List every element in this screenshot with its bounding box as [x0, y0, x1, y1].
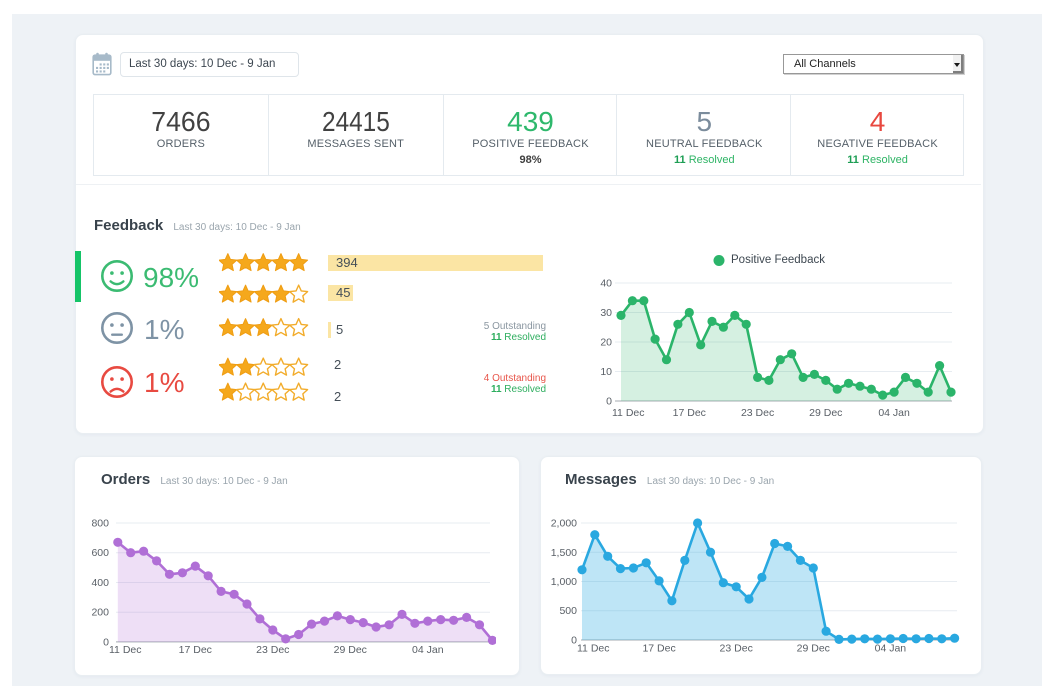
svg-text:1,000: 1,000 [551, 576, 577, 588]
svg-text:29 Dec: 29 Dec [334, 643, 367, 655]
svg-text:23 Dec: 23 Dec [741, 407, 774, 419]
svg-text:2,000: 2,000 [551, 518, 577, 530]
svg-text:1,500: 1,500 [551, 547, 577, 559]
svg-text:0: 0 [606, 396, 612, 408]
svg-text:11 Dec: 11 Dec [109, 643, 142, 655]
svg-text:30: 30 [600, 307, 612, 319]
svg-text:400: 400 [91, 577, 109, 589]
svg-text:29 Dec: 29 Dec [809, 407, 842, 419]
svg-text:10: 10 [600, 366, 612, 378]
svg-text:04 Jan: 04 Jan [412, 643, 444, 655]
svg-text:0: 0 [103, 636, 109, 648]
svg-text:04 Jan: 04 Jan [878, 407, 910, 419]
svg-text:17 Dec: 17 Dec [642, 643, 675, 655]
svg-text:600: 600 [91, 547, 109, 559]
svg-text:17 Dec: 17 Dec [673, 407, 706, 419]
svg-text:23 Dec: 23 Dec [720, 643, 753, 655]
svg-text:11 Dec: 11 Dec [612, 407, 645, 419]
svg-text:40: 40 [600, 278, 612, 290]
svg-text:0: 0 [571, 635, 577, 647]
svg-text:29 Dec: 29 Dec [797, 643, 830, 655]
svg-text:11 Dec: 11 Dec [577, 643, 610, 655]
svg-text:800: 800 [91, 517, 109, 529]
svg-text:20: 20 [600, 337, 612, 349]
svg-text:04 Jan: 04 Jan [875, 643, 907, 655]
svg-text:200: 200 [91, 606, 109, 618]
svg-text:23 Dec: 23 Dec [256, 643, 289, 655]
svg-text:500: 500 [559, 605, 577, 617]
svg-text:17 Dec: 17 Dec [179, 643, 212, 655]
